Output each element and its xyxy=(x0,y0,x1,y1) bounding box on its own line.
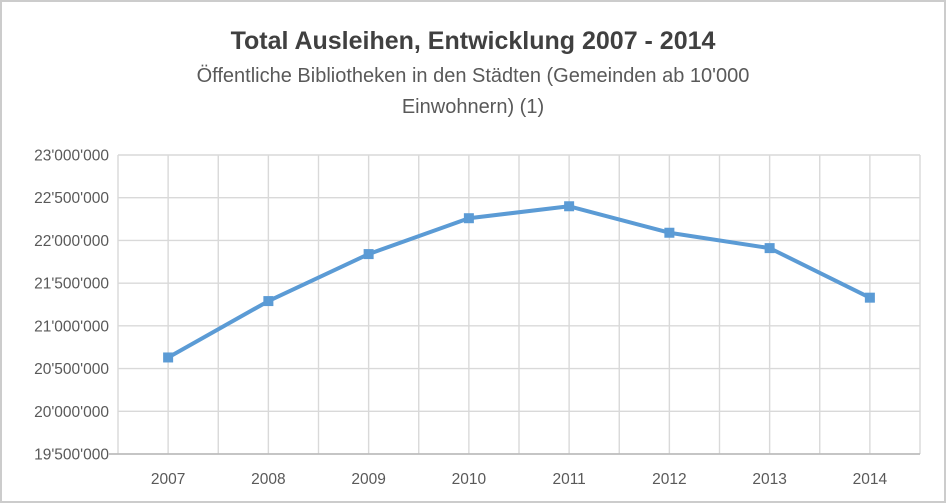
y-axis-tick-label: 21'500'000 xyxy=(34,276,109,293)
chart-title: Total Ausleihen, Entwicklung 2007 - 2014 xyxy=(230,27,716,55)
x-axis-tick-label: 2012 xyxy=(652,471,686,488)
data-point-marker xyxy=(764,243,775,254)
x-axis-tick-label: 2013 xyxy=(752,471,786,488)
line-chart-plot: 19'500'000 20'000'000 20'500'000 21'000'000… xyxy=(34,148,921,488)
data-point-marker xyxy=(163,352,174,363)
y-axis-tick-label: 21'000'000 xyxy=(34,318,109,335)
y-axis-tick-label: 20'500'000 xyxy=(34,361,109,378)
y-axis-tick-label: 22'000'000 xyxy=(34,233,109,250)
chart-subtitle: Öffentliche Bibliotheken in den Städten … xyxy=(2,61,944,123)
x-axis-tick-label: 2011 xyxy=(552,471,585,488)
data-point-marker xyxy=(564,201,575,212)
x-axis-tick-label: 2014 xyxy=(853,471,888,488)
y-axis-tick-label: 23'000'000 xyxy=(34,148,109,165)
y-axis-tick-label: 19'500'000 xyxy=(34,447,109,464)
data-point-marker xyxy=(463,213,474,224)
y-axis-tick-label: 20'000'000 xyxy=(34,404,109,421)
y-axis-tick-label: 22'500'000 xyxy=(34,190,109,207)
chart-subtitle-line-1: Öffentliche Bibliotheken in den Städten … xyxy=(196,65,750,87)
series-line xyxy=(166,204,872,360)
data-point-marker xyxy=(664,227,675,238)
x-axis-tick-label: 2008 xyxy=(251,471,285,488)
x-axis-tick-label: 2010 xyxy=(452,471,487,488)
data-point-marker xyxy=(363,249,374,260)
data-point-marker xyxy=(864,292,875,303)
data-point-marker xyxy=(263,296,274,307)
x-axis-tick-label: 2009 xyxy=(351,471,385,488)
chart-subtitle-line-2: Einwohnern) (1) xyxy=(401,96,545,118)
x-axis-tick-label: 2007 xyxy=(151,471,185,488)
